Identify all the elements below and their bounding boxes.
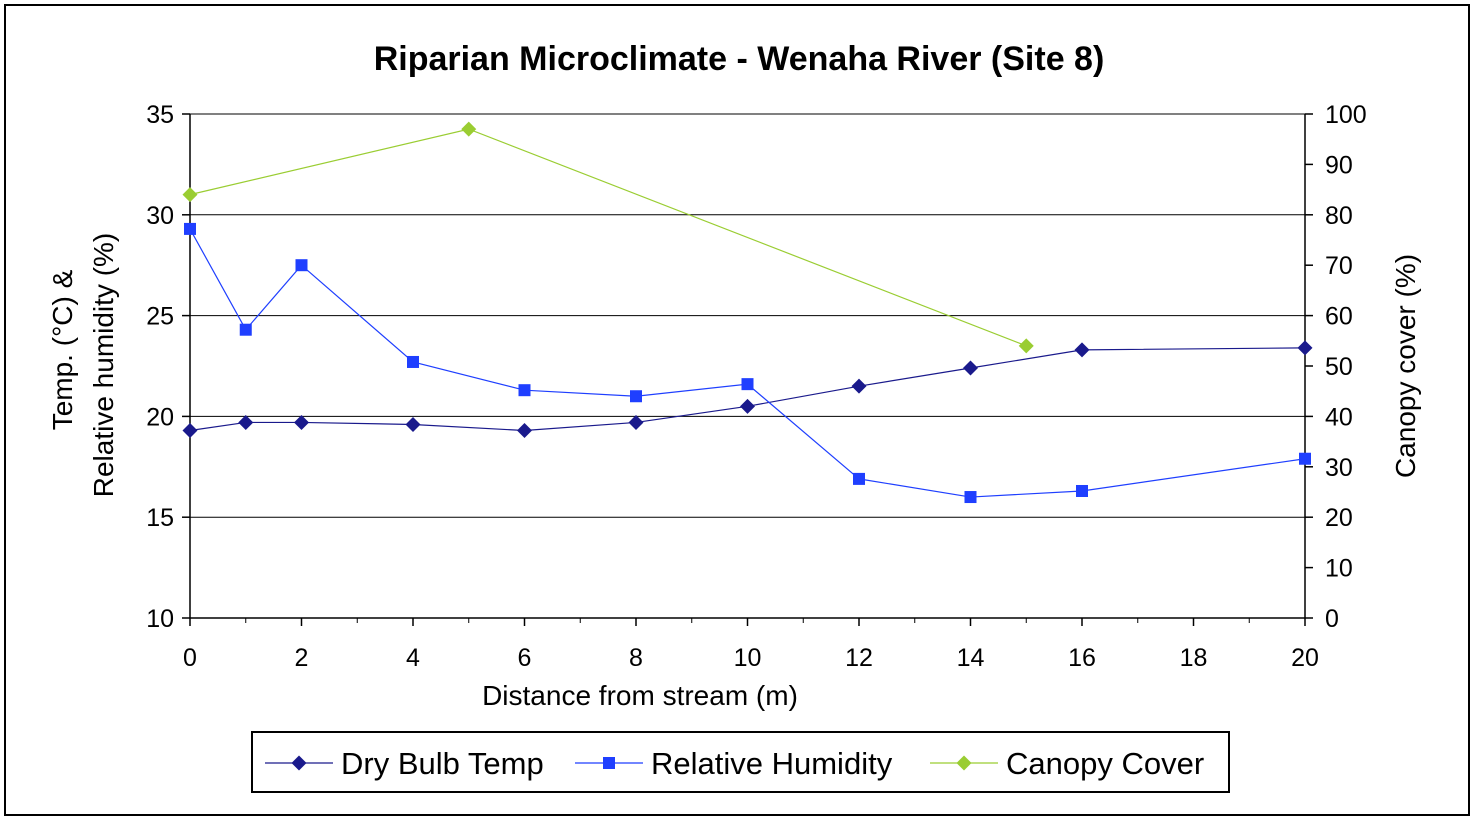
- data-point-relative-humidity: [518, 384, 531, 397]
- x-tick-label-4: 4: [406, 644, 420, 672]
- series-line-canopy-cover: [189, 128, 1027, 347]
- data-point-dry-bulb-temp: [628, 414, 644, 430]
- y-tick-label-30: 30: [146, 202, 174, 230]
- axes: [182, 113, 1313, 626]
- y2-tick-label-100: 100: [1325, 101, 1367, 129]
- data-point-relative-humidity: [295, 259, 308, 272]
- legend: Dry Bulb Temp Relative Humidity Canopy Cov…: [251, 731, 1230, 793]
- x-tick-label-18: 18: [1180, 644, 1208, 672]
- x-tick-label-8: 8: [629, 644, 643, 672]
- y-tick-label-15: 15: [146, 504, 174, 532]
- data-point-dry-bulb-temp: [851, 378, 867, 394]
- y2-tick-label-50: 50: [1325, 353, 1353, 381]
- legend-box: [251, 731, 1230, 793]
- data-point-canopy-cover: [182, 187, 198, 203]
- legend-marker-dry-bulb-temp: [291, 755, 307, 771]
- y-axis-label-line2: Relative humidity (%): [88, 233, 119, 498]
- data-point-relative-humidity: [239, 323, 252, 336]
- x-tick-label-0: 0: [183, 644, 197, 672]
- x-tick-label-16: 16: [1068, 644, 1096, 672]
- y-tick-label-10: 10: [146, 605, 174, 633]
- data-point-canopy-cover: [1018, 338, 1034, 354]
- data-point-relative-humidity: [630, 390, 642, 403]
- y2-tick-label-10: 10: [1325, 555, 1353, 583]
- data-point-dry-bulb-temp: [963, 360, 978, 376]
- data-point-dry-bulb-temp: [182, 423, 198, 439]
- y2-tick-label-0: 0: [1325, 605, 1339, 633]
- y-tick-label-25: 25: [146, 303, 174, 331]
- data-point-dry-bulb-temp: [740, 398, 755, 414]
- data-point-relative-humidity: [407, 355, 419, 368]
- y2-tick-label-70: 70: [1325, 252, 1353, 280]
- y-axis-label-line1: Temp. (°C) &: [47, 269, 78, 430]
- y2-tick-label-40: 40: [1325, 403, 1353, 431]
- x-axis-label: Distance from stream (m): [482, 680, 798, 711]
- x-tick-labels: 0 2 4 6 8 10 12 14 16 18 20: [183, 644, 1319, 672]
- y-tick-label-20: 20: [146, 403, 174, 431]
- chart-frame: [4, 4, 1470, 816]
- y2-tick-label-90: 90: [1325, 151, 1353, 179]
- series-group: [182, 121, 1313, 504]
- legend-marker-canopy-cover: [956, 755, 972, 771]
- legend-label-relative-humidity: Relative Humidity: [651, 746, 893, 781]
- y2-axis-label: Canopy cover (%): [1390, 254, 1421, 478]
- y2-tick-label-80: 80: [1325, 202, 1353, 230]
- series-line-relative-humidity: [189, 228, 1306, 498]
- data-point-dry-bulb-temp: [294, 414, 309, 430]
- data-point-relative-humidity: [964, 491, 977, 504]
- data-point-dry-bulb-temp: [238, 414, 254, 430]
- data-point-dry-bulb-temp: [1074, 342, 1090, 358]
- x-tick-label-6: 6: [518, 644, 532, 672]
- gridlines: [190, 113, 1305, 619]
- data-point-dry-bulb-temp: [405, 416, 421, 432]
- y2-tick-label-20: 20: [1325, 504, 1353, 532]
- y2-tick-label-60: 60: [1325, 303, 1353, 331]
- x-tick-label-10: 10: [734, 644, 762, 672]
- data-point-relative-humidity: [1299, 452, 1311, 465]
- data-point-relative-humidity: [1076, 484, 1088, 497]
- y2-tick-labels: 0 10 20 30 40 50 60 70 80 90 100: [1325, 101, 1367, 633]
- data-point-canopy-cover: [461, 121, 477, 137]
- x-tick-label-20: 20: [1291, 644, 1319, 672]
- y-tick-label-35: 35: [146, 101, 174, 129]
- data-point-relative-humidity: [184, 222, 196, 235]
- chart-title: Riparian Microclimate - Wenaha River (Si…: [374, 40, 1105, 78]
- x-tick-label-12: 12: [845, 644, 873, 672]
- x-tick-label-14: 14: [957, 644, 985, 672]
- data-point-relative-humidity: [741, 378, 754, 391]
- x-tick-label-2: 2: [295, 644, 309, 672]
- legend-label-dry-bulb-temp: Dry Bulb Temp: [341, 746, 544, 781]
- data-point-dry-bulb-temp: [517, 423, 532, 439]
- data-point-relative-humidity: [853, 472, 865, 485]
- legend-marker-relative-humidity: [603, 757, 615, 769]
- data-point-dry-bulb-temp: [1297, 340, 1313, 356]
- y2-tick-label-30: 30: [1325, 454, 1353, 482]
- legend-label-canopy-cover: Canopy Cover: [1006, 746, 1204, 781]
- y-tick-labels: 10 15 20 25 30 35: [146, 101, 174, 633]
